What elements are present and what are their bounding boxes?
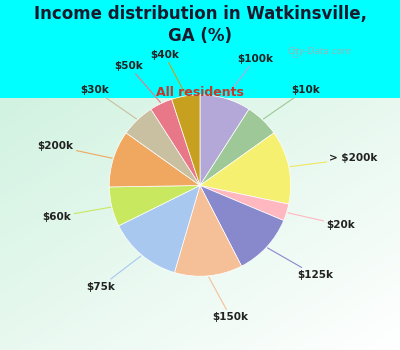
Text: $20k: $20k	[288, 213, 355, 230]
Wedge shape	[109, 133, 200, 187]
Wedge shape	[200, 109, 274, 186]
Text: $10k: $10k	[264, 85, 320, 119]
Text: > $200k: > $200k	[290, 153, 378, 167]
Wedge shape	[119, 186, 200, 273]
Text: $60k: $60k	[43, 207, 111, 222]
Wedge shape	[151, 99, 200, 186]
Text: All residents: All residents	[156, 86, 244, 99]
Text: Income distribution in Watkinsville,
GA (%): Income distribution in Watkinsville, GA …	[34, 5, 366, 46]
Wedge shape	[200, 95, 249, 186]
Wedge shape	[200, 186, 284, 266]
Text: City-Data.com: City-Data.com	[287, 47, 351, 56]
Wedge shape	[200, 186, 289, 220]
Text: $30k: $30k	[80, 85, 136, 119]
Wedge shape	[109, 186, 200, 226]
Wedge shape	[200, 133, 291, 204]
Text: $125k: $125k	[268, 248, 333, 280]
Text: $100k: $100k	[226, 54, 273, 97]
Text: $200k: $200k	[38, 141, 112, 158]
Text: $40k: $40k	[150, 50, 186, 95]
Text: $50k: $50k	[114, 61, 160, 103]
Text: ⓘ: ⓘ	[292, 47, 298, 57]
Text: $75k: $75k	[86, 256, 141, 292]
Wedge shape	[126, 109, 200, 186]
Text: $150k: $150k	[209, 277, 248, 322]
Wedge shape	[174, 186, 242, 276]
Wedge shape	[172, 95, 200, 186]
